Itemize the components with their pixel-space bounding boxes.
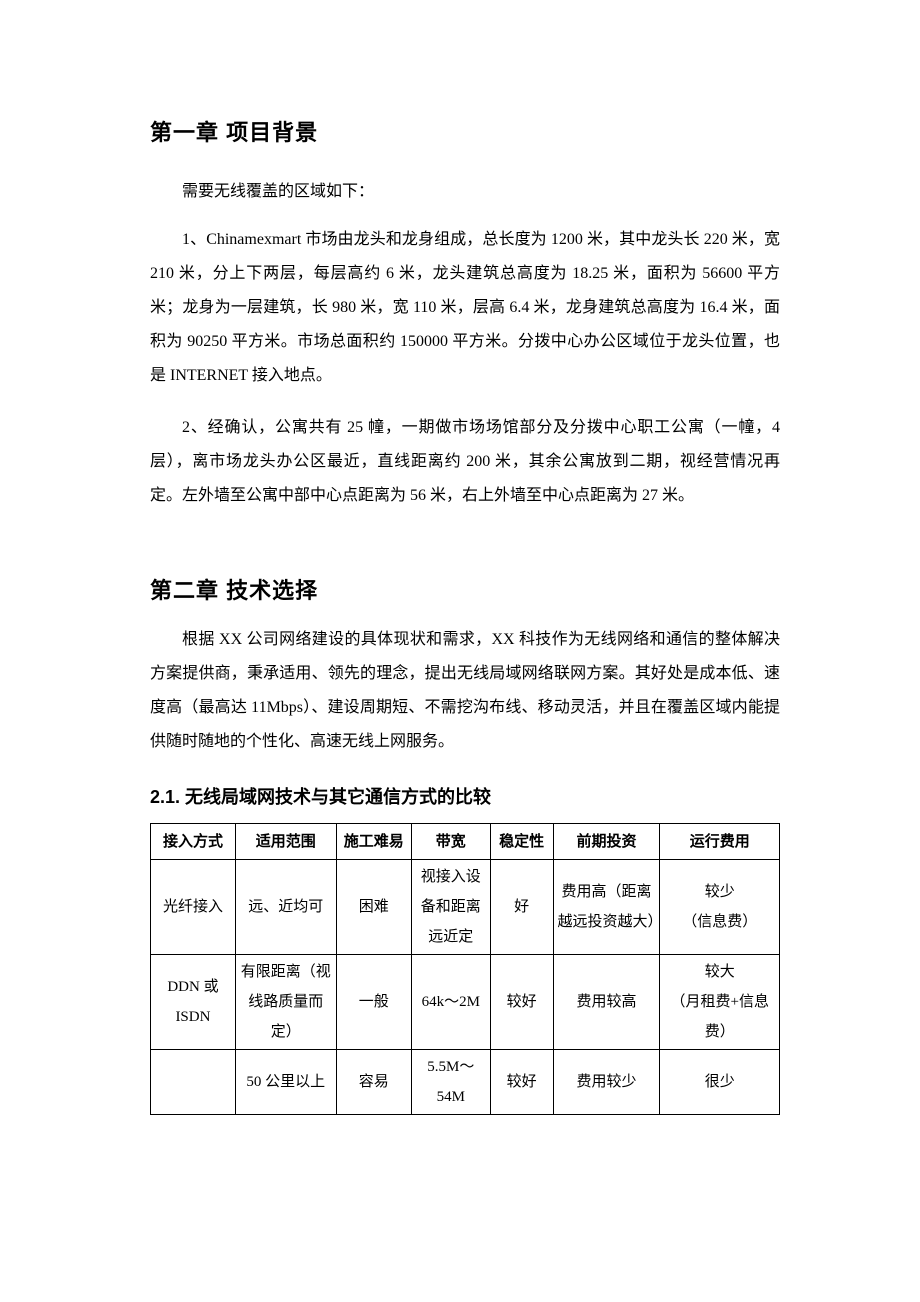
table-row: 50 公里以上容易5.5M～54M较好费用较少很少 bbox=[151, 1050, 780, 1115]
chapter-1-paragraph-1: 1、Chinamexmart 市场由龙头和龙身组成，总长度为 1200 米，其中… bbox=[150, 223, 780, 393]
table-cell: 很少 bbox=[660, 1050, 780, 1115]
table-header: 带宽 bbox=[412, 824, 491, 860]
chapter-1-paragraph-2: 2、经确认，公寓共有 25 幢，一期做市场场馆部分及分拨中心职工公寓（一幢，4 … bbox=[150, 411, 780, 513]
table-cell: 一般 bbox=[336, 955, 411, 1050]
table-header: 运行费用 bbox=[660, 824, 780, 860]
chapter-1-title: 第一章 项目背景 bbox=[150, 115, 780, 147]
table-header: 适用范围 bbox=[235, 824, 336, 860]
table-header: 接入方式 bbox=[151, 824, 236, 860]
table-cell: 64k～2M bbox=[412, 955, 491, 1050]
table-cell: 较好 bbox=[490, 1050, 553, 1115]
table-cell: 费用较少 bbox=[553, 1050, 660, 1115]
table-header: 前期投资 bbox=[553, 824, 660, 860]
table-cell: 容易 bbox=[336, 1050, 411, 1115]
table-row: DDN 或 ISDN有限距离（视线路质量而定）一般64k～2M较好费用较高较大（… bbox=[151, 955, 780, 1050]
table-cell: 5.5M～54M bbox=[412, 1050, 491, 1115]
table-header-row: 接入方式 适用范围 施工难易 带宽 稳定性 前期投资 运行费用 bbox=[151, 824, 780, 860]
table-cell: 费用高（距离越远投资越大） bbox=[553, 860, 660, 955]
comparison-table: 接入方式 适用范围 施工难易 带宽 稳定性 前期投资 运行费用 光纤接入远、近均… bbox=[150, 823, 780, 1115]
chapter-2-paragraph-1: 根据 XX 公司网络建设的具体现状和需求，XX 科技作为无线网络和通信的整体解决… bbox=[150, 623, 780, 759]
table-cell: 有限距离（视线路质量而定） bbox=[235, 955, 336, 1050]
table-cell: 光纤接入 bbox=[151, 860, 236, 955]
table-cell: 50 公里以上 bbox=[235, 1050, 336, 1115]
chapter-1-intro: 需要无线覆盖的区域如下： bbox=[150, 175, 780, 209]
table-header: 稳定性 bbox=[490, 824, 553, 860]
table-body: 光纤接入远、近均可困难视接入设备和距离远近定好费用高（距离越远投资越大）较少（信… bbox=[151, 860, 780, 1115]
table-cell bbox=[151, 1050, 236, 1115]
table-cell: 较少（信息费） bbox=[660, 860, 780, 955]
chapter-2-title: 第二章 技术选择 bbox=[150, 573, 780, 605]
table-header: 施工难易 bbox=[336, 824, 411, 860]
table-row: 光纤接入远、近均可困难视接入设备和距离远近定好费用高（距离越远投资越大）较少（信… bbox=[151, 860, 780, 955]
table-cell: 较大（月租费+信息费） bbox=[660, 955, 780, 1050]
table-cell: 费用较高 bbox=[553, 955, 660, 1050]
table-cell: 困难 bbox=[336, 860, 411, 955]
table-cell: 远、近均可 bbox=[235, 860, 336, 955]
table-cell: 视接入设备和距离远近定 bbox=[412, 860, 491, 955]
table-cell: DDN 或 ISDN bbox=[151, 955, 236, 1050]
section-2-1-title: 2.1. 无线局域网技术与其它通信方式的比较 bbox=[150, 783, 780, 809]
table-cell: 好 bbox=[490, 860, 553, 955]
table-cell: 较好 bbox=[490, 955, 553, 1050]
